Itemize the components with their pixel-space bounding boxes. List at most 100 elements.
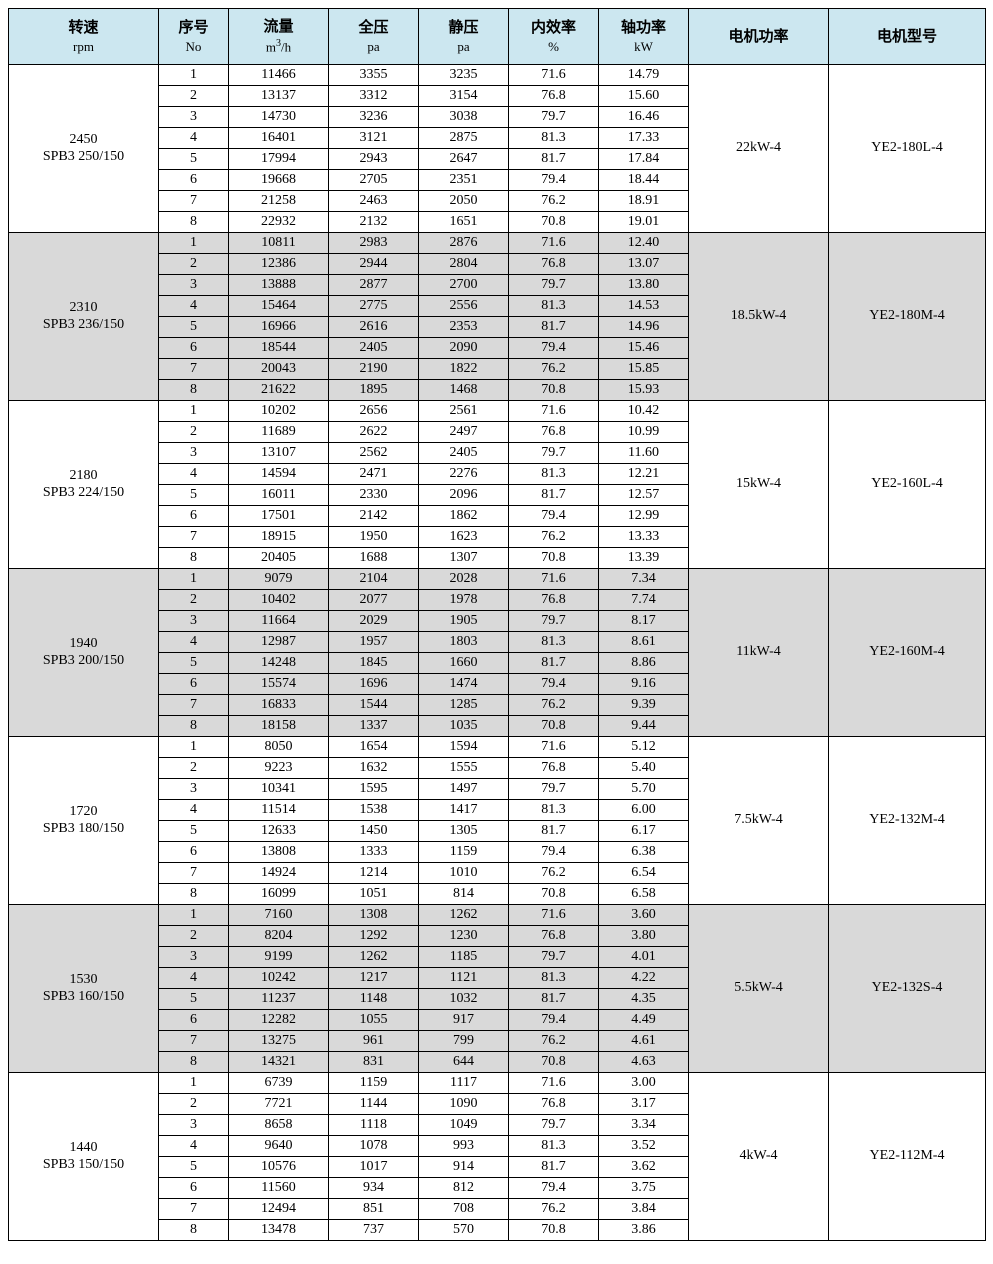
cell-sp: 1049 (419, 1115, 509, 1136)
cell-tp: 1292 (329, 926, 419, 947)
cell-sp: 644 (419, 1052, 509, 1073)
cell-shaft: 7.34 (599, 569, 689, 590)
col-header-mp: 电机功率 (689, 9, 829, 65)
cell-shaft: 9.16 (599, 674, 689, 695)
cell-shaft: 11.60 (599, 443, 689, 464)
cell-shaft: 14.53 (599, 296, 689, 317)
cell-sp: 1090 (419, 1094, 509, 1115)
cell-tp: 2029 (329, 611, 419, 632)
cell-eff: 76.2 (509, 191, 599, 212)
cell-no: 5 (159, 821, 229, 842)
cell-flow: 21622 (229, 380, 329, 401)
cell-shaft: 16.46 (599, 107, 689, 128)
col-header-sp: 静压pa (419, 9, 509, 65)
cell-sp: 1230 (419, 926, 509, 947)
cell-flow: 11689 (229, 422, 329, 443)
cell-shaft: 8.61 (599, 632, 689, 653)
cell-no: 3 (159, 779, 229, 800)
cell-tp: 1055 (329, 1010, 419, 1031)
cell-eff: 79.4 (509, 1010, 599, 1031)
cell-shaft: 8.86 (599, 653, 689, 674)
cell-no: 5 (159, 989, 229, 1010)
cell-shaft: 3.60 (599, 905, 689, 926)
cell-shaft: 4.61 (599, 1031, 689, 1052)
cell-shaft: 3.00 (599, 1073, 689, 1094)
cell-eff: 79.4 (509, 170, 599, 191)
cell-no: 4 (159, 1136, 229, 1157)
cell-sp: 2497 (419, 422, 509, 443)
cell-tp: 1957 (329, 632, 419, 653)
rpm-model: SPB3 236/150 (43, 317, 124, 332)
cell-shaft: 18.91 (599, 191, 689, 212)
cell-tp: 1159 (329, 1073, 419, 1094)
motor-model-cell: YE2-180L-4 (829, 65, 986, 233)
cell-eff: 79.7 (509, 779, 599, 800)
cell-sp: 812 (419, 1178, 509, 1199)
rpm-value: 1940 (70, 636, 98, 651)
col-unit: pa (419, 39, 508, 55)
cell-eff: 81.3 (509, 632, 599, 653)
cell-flow: 14248 (229, 653, 329, 674)
cell-flow: 8658 (229, 1115, 329, 1136)
cell-no: 3 (159, 947, 229, 968)
cell-sp: 2090 (419, 338, 509, 359)
cell-sp: 1468 (419, 380, 509, 401)
cell-tp: 2616 (329, 317, 419, 338)
cell-shaft: 10.42 (599, 401, 689, 422)
cell-eff: 81.3 (509, 296, 599, 317)
cell-shaft: 3.17 (599, 1094, 689, 1115)
cell-eff: 71.6 (509, 737, 599, 758)
cell-eff: 81.7 (509, 821, 599, 842)
cell-no: 7 (159, 1031, 229, 1052)
cell-eff: 81.7 (509, 1157, 599, 1178)
cell-no: 6 (159, 170, 229, 191)
cell-no: 4 (159, 968, 229, 989)
cell-eff: 76.8 (509, 758, 599, 779)
cell-flow: 10576 (229, 1157, 329, 1178)
cell-flow: 11560 (229, 1178, 329, 1199)
cell-sp: 1822 (419, 359, 509, 380)
cell-no: 6 (159, 506, 229, 527)
rpm-value: 1440 (70, 1140, 98, 1155)
cell-sp: 2405 (419, 443, 509, 464)
cell-shaft: 13.80 (599, 275, 689, 296)
cell-tp: 2190 (329, 359, 419, 380)
cell-eff: 81.7 (509, 149, 599, 170)
cell-sp: 3038 (419, 107, 509, 128)
cell-no: 1 (159, 905, 229, 926)
motor-model-cell: YE2-160M-4 (829, 569, 986, 737)
rpm-value: 2180 (70, 468, 98, 483)
cell-tp: 1950 (329, 527, 419, 548)
cell-eff: 79.4 (509, 1178, 599, 1199)
col-label: 转速 (68, 20, 98, 36)
cell-shaft: 14.79 (599, 65, 689, 86)
rpm-cell: 2310SPB3 236/150 (9, 233, 159, 401)
cell-tp: 1632 (329, 758, 419, 779)
rpm-model: SPB3 200/150 (43, 653, 124, 668)
cell-sp: 1305 (419, 821, 509, 842)
table-row: 1530SPB3 160/150171601308126271.63.605.5… (9, 905, 986, 926)
cell-no: 8 (159, 1220, 229, 1241)
cell-no: 5 (159, 317, 229, 338)
cell-tp: 3355 (329, 65, 419, 86)
cell-sp: 1803 (419, 632, 509, 653)
cell-tp: 1544 (329, 695, 419, 716)
cell-flow: 16099 (229, 884, 329, 905)
cell-sp: 1417 (419, 800, 509, 821)
table-row: 1440SPB3 150/150167391159111771.63.004kW… (9, 1073, 986, 1094)
cell-no: 1 (159, 401, 229, 422)
col-unit: rpm (9, 39, 158, 55)
cell-tp: 2405 (329, 338, 419, 359)
cell-eff: 70.8 (509, 380, 599, 401)
cell-flow: 20043 (229, 359, 329, 380)
rpm-value: 1530 (70, 972, 98, 987)
table-row: 2310SPB3 236/1501108112983287671.612.401… (9, 233, 986, 254)
cell-flow: 13107 (229, 443, 329, 464)
cell-flow: 7160 (229, 905, 329, 926)
cell-shaft: 6.17 (599, 821, 689, 842)
cell-shaft: 4.01 (599, 947, 689, 968)
cell-no: 4 (159, 296, 229, 317)
cell-sp: 1594 (419, 737, 509, 758)
cell-no: 7 (159, 1199, 229, 1220)
cell-tp: 1078 (329, 1136, 419, 1157)
